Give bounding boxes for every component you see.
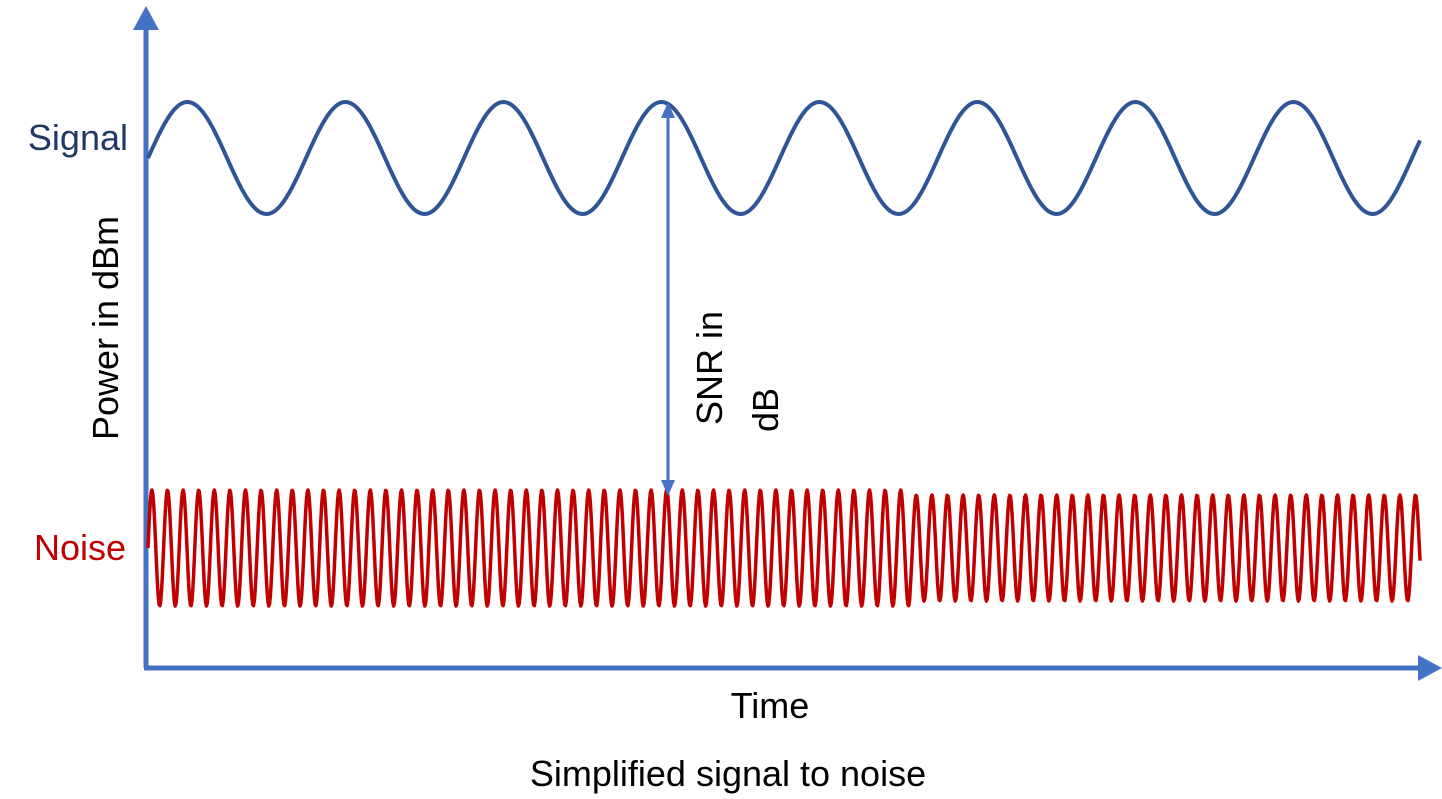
snr-arrowhead-bottom (661, 480, 675, 496)
snr-label-line2: dB (745, 388, 786, 432)
noise-wave (146, 488, 1422, 608)
x-axis-label: Time (731, 685, 810, 726)
y-axis-arrowhead (133, 6, 159, 30)
noise-label: Noise (34, 527, 126, 568)
diagram-caption: Simplified signal to noise (530, 753, 926, 794)
signal-label: Signal (28, 117, 128, 158)
signal-wave (146, 100, 1422, 216)
snr-label-line1: SNR in (689, 311, 730, 425)
y-axis-label: Power in dBm (85, 216, 126, 440)
snr-arrowhead-top (661, 102, 675, 118)
x-axis-arrowhead (1418, 655, 1442, 681)
